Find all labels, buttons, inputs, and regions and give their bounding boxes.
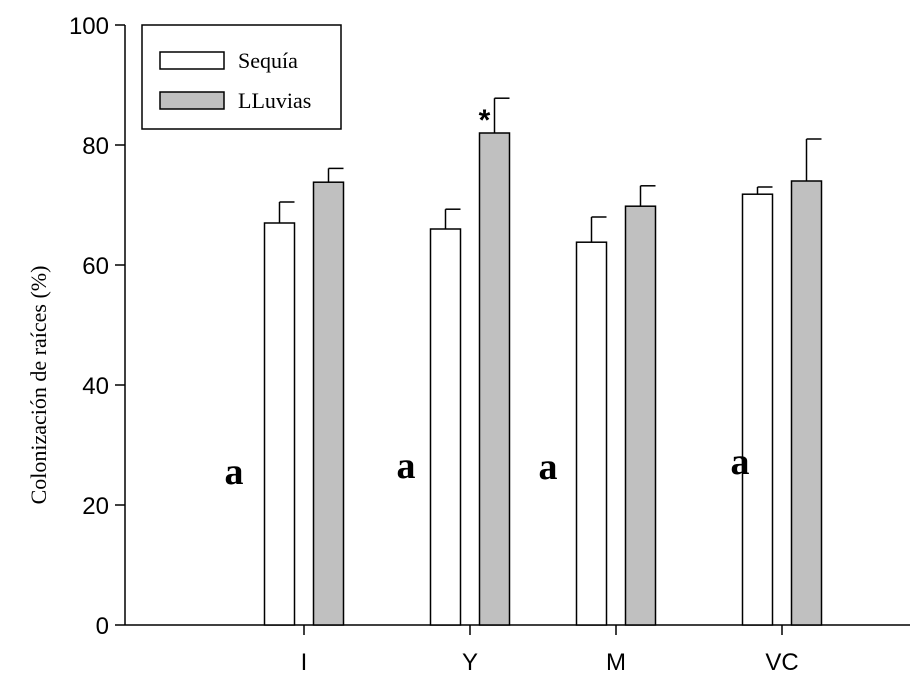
letter-annotation: a bbox=[397, 445, 416, 487]
bar-LLuvias-VC bbox=[790, 180, 823, 626]
bar-Sequía-M bbox=[575, 241, 608, 626]
significance-asterisk: * bbox=[479, 104, 491, 137]
bar-LLuvias-M bbox=[624, 205, 657, 626]
x-tick-label: M bbox=[606, 649, 626, 674]
y-axis-title: Colonización de raíces (%) bbox=[26, 266, 51, 505]
letter-annotation: a bbox=[539, 446, 558, 488]
y-tick-label: 100 bbox=[69, 13, 109, 40]
legend-swatch-LLuvias bbox=[159, 91, 225, 110]
legend-box bbox=[141, 24, 342, 130]
bar-LLuvias-I bbox=[312, 181, 345, 626]
y-tick-label: 80 bbox=[82, 133, 109, 160]
y-tick-label: 40 bbox=[82, 373, 109, 400]
y-tick-label: 0 bbox=[96, 613, 109, 640]
x-tick-label: Y bbox=[462, 649, 478, 674]
legend-label-LLuvias: LLuvias bbox=[238, 88, 311, 113]
plot-area: 0 20 40 60 80 100 I Y M VC a a a a * bbox=[69, 13, 910, 674]
x-tick-label: I bbox=[301, 649, 308, 674]
legend-label-Sequía: Sequía bbox=[238, 48, 298, 73]
y-tick-label: 60 bbox=[82, 253, 109, 280]
letter-annotation: a bbox=[225, 451, 244, 493]
y-tick-label: 20 bbox=[82, 493, 109, 520]
legend-swatch-Sequía bbox=[159, 51, 225, 70]
bar-Sequía-I bbox=[263, 222, 296, 626]
x-tick-label: VC bbox=[765, 649, 798, 674]
bar-LLuvias-Y bbox=[478, 132, 511, 626]
letter-annotation: a bbox=[731, 441, 750, 483]
bar-Sequía-Y bbox=[429, 228, 462, 626]
bar-Sequía-VC bbox=[741, 193, 774, 626]
legend: Sequía LLuvias bbox=[141, 24, 342, 130]
